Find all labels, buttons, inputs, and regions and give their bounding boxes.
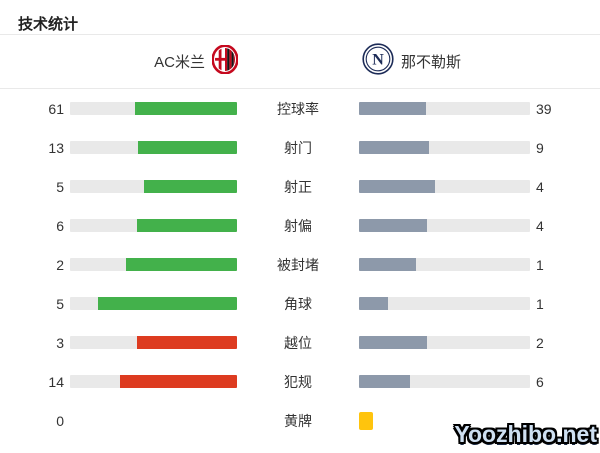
home-team: AC米兰 xyxy=(0,43,300,79)
ac-milan-crest-icon xyxy=(211,43,239,79)
stat-row: 5 射正 4 xyxy=(0,167,600,206)
home-value: 5 xyxy=(56,295,64,312)
home-bar-track xyxy=(70,414,237,427)
home-bar-fill xyxy=(97,297,237,310)
away-bar-track xyxy=(359,102,530,115)
home-bar-track xyxy=(70,141,237,154)
home-bar-track xyxy=(70,180,237,193)
stat-label: 越位 xyxy=(284,334,312,351)
home-bar-track xyxy=(70,297,237,310)
yellow-card-icon xyxy=(359,411,373,430)
divider-header xyxy=(0,88,600,89)
home-bar-fill xyxy=(138,141,237,154)
away-bar-fill xyxy=(359,141,429,154)
home-bar-track xyxy=(70,375,237,388)
home-bar-fill xyxy=(125,258,237,271)
stat-label: 被封堵 xyxy=(277,256,319,273)
home-value: 13 xyxy=(48,139,64,156)
panel-header: 技术统计 xyxy=(0,0,600,34)
stat-row: 3 越位 2 xyxy=(0,323,600,362)
stat-row: 5 角球 1 xyxy=(0,284,600,323)
away-value: 2 xyxy=(536,334,544,351)
away-team-name: 那不勒斯 xyxy=(401,54,462,71)
away-bar-fill xyxy=(359,219,428,232)
home-bar-track xyxy=(70,102,237,115)
stat-label: 角球 xyxy=(284,295,312,312)
away-bar-fill xyxy=(359,180,435,193)
away-value: 9 xyxy=(536,139,544,156)
home-value: 6 xyxy=(56,217,64,234)
stat-row: 61 控球率 39 xyxy=(0,89,600,128)
divider-top xyxy=(0,34,600,35)
watermark-logo: Yoozhibo.net xyxy=(454,421,597,447)
home-bar-track xyxy=(70,336,237,349)
panel-title: 技术统计 xyxy=(18,16,79,33)
away-value: 4 xyxy=(536,178,544,195)
stats-list: 61 控球率 39 13 射门 9 5 射正 4 6 射偏 4 2 被封堵 1 5 角球 1 3 越位 2 14 犯规 6 0 黄… xyxy=(0,89,600,440)
away-bar-fill xyxy=(359,336,428,349)
away-team: N 那不勒斯 xyxy=(300,43,600,80)
stat-row: 14 犯规 6 xyxy=(0,362,600,401)
away-bar-fill xyxy=(359,258,416,271)
away-value: 1 xyxy=(536,256,544,273)
away-bar-track xyxy=(359,258,530,271)
stat-row: 6 射偏 4 xyxy=(0,206,600,245)
stat-row: 0 黄牌 xyxy=(0,401,600,440)
home-value: 0 xyxy=(56,412,64,429)
stat-label: 黄牌 xyxy=(284,412,312,429)
home-bar-fill xyxy=(135,102,237,115)
home-value: 61 xyxy=(48,100,64,117)
home-value: 2 xyxy=(56,256,64,273)
home-bar-fill xyxy=(136,336,237,349)
home-bar-track xyxy=(70,219,237,232)
home-bar-fill xyxy=(120,375,237,388)
away-value: 4 xyxy=(536,217,544,234)
stat-row: 13 射门 9 xyxy=(0,128,600,167)
away-bar-track xyxy=(359,219,530,232)
home-team-name: AC米兰 xyxy=(154,54,205,71)
away-bar-track xyxy=(359,336,530,349)
stat-label: 射门 xyxy=(284,139,312,156)
away-card-slot xyxy=(359,411,530,430)
away-value: 1 xyxy=(536,295,544,312)
team-header: AC米兰 N xyxy=(0,35,600,88)
away-bar-track xyxy=(359,141,530,154)
away-value: 6 xyxy=(536,373,544,390)
away-value: 39 xyxy=(536,100,552,117)
home-value: 5 xyxy=(56,178,64,195)
away-bar-fill xyxy=(359,375,411,388)
home-bar-fill xyxy=(136,219,237,232)
napoli-crest-icon: N xyxy=(362,43,394,80)
home-bar-fill xyxy=(144,180,237,193)
away-bar-track xyxy=(359,180,530,193)
away-bar-track xyxy=(359,375,530,388)
home-bar-track xyxy=(70,258,237,271)
away-bar-track xyxy=(359,297,530,310)
away-bar-fill xyxy=(359,297,388,310)
stat-label: 射偏 xyxy=(284,217,312,234)
stat-label: 控球率 xyxy=(277,100,319,117)
stat-label: 射正 xyxy=(284,178,312,195)
home-value: 3 xyxy=(56,334,64,351)
away-bar-fill xyxy=(359,102,426,115)
stat-row: 2 被封堵 1 xyxy=(0,245,600,284)
stat-label: 犯规 xyxy=(284,373,312,390)
home-value: 14 xyxy=(48,373,64,390)
svg-text:N: N xyxy=(372,52,384,69)
